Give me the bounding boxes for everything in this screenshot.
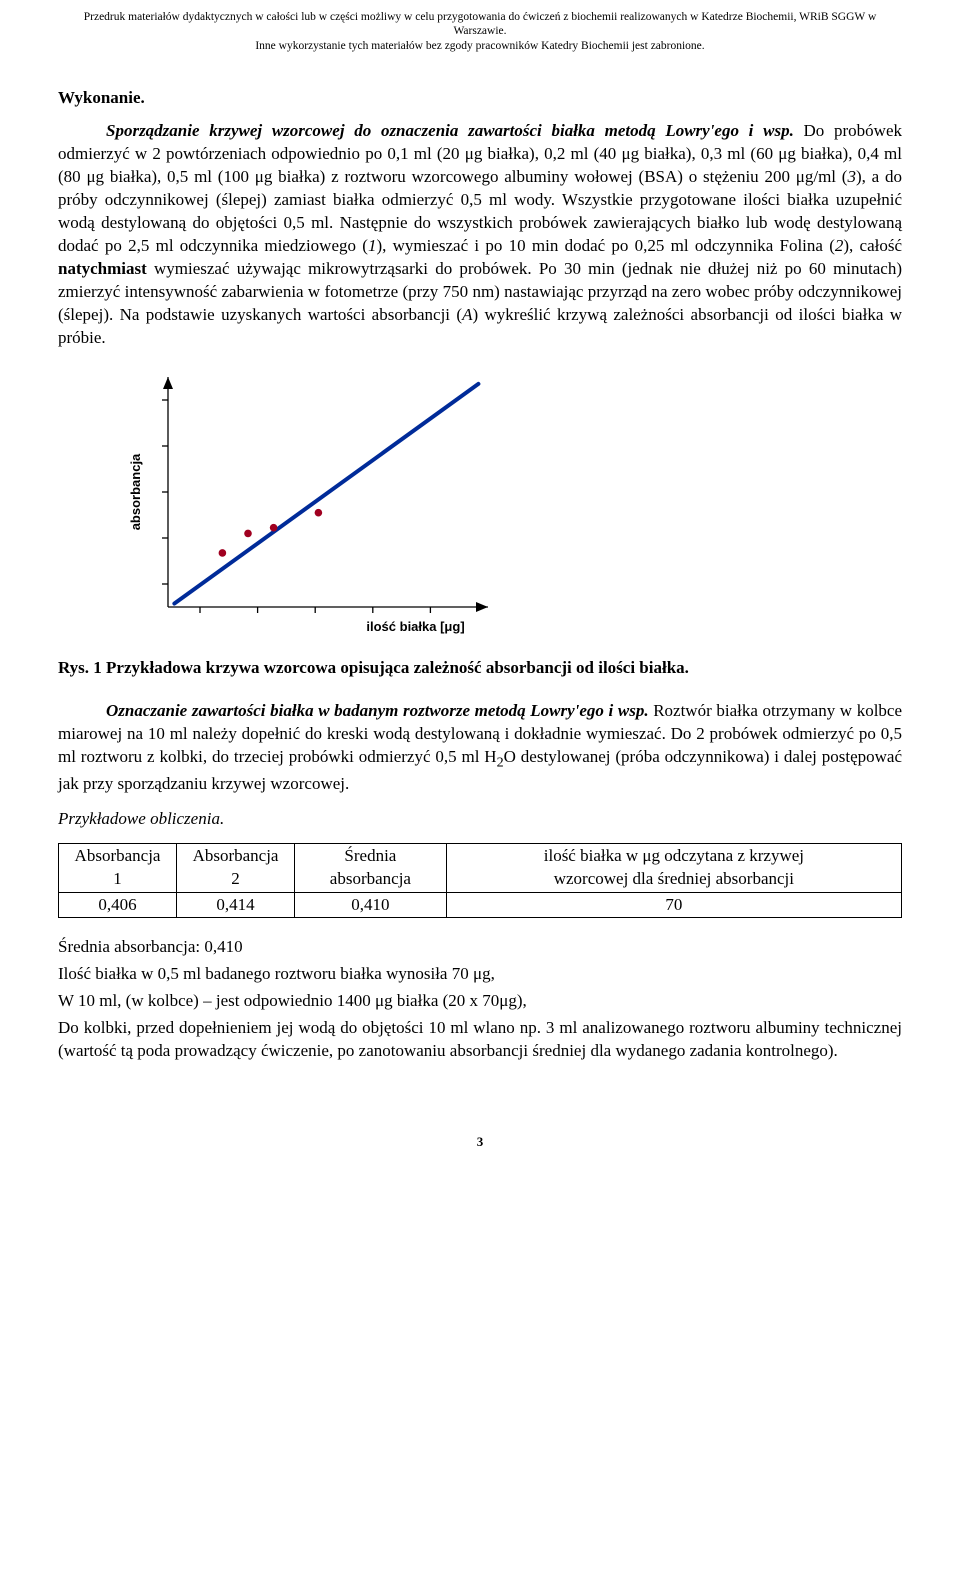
para1-text-d: ), całość (843, 236, 902, 255)
header-notice: Przedruk materiałów dydaktycznych w cało… (58, 10, 902, 53)
ref-3: 3 (847, 167, 856, 186)
calc-heading: Przykładowe obliczenia. (58, 808, 902, 831)
chart-svg: absorbancja ilość białka [μg] (118, 367, 518, 647)
chart-ylabel: absorbancja (128, 453, 143, 530)
paragraph-2: Oznaczanie zawartości białka w badanym r… (58, 700, 902, 795)
results-table: Absorbancja 1 Absorbancja 2 Średnia abso… (58, 843, 902, 919)
para2-lead: Oznaczanie zawartości białka w badanym r… (106, 701, 649, 720)
table-header-row: Absorbancja 1 Absorbancja 2 Średnia abso… (59, 843, 902, 892)
col-protein: ilość białka w μg odczytana z krzywej wz… (446, 843, 901, 892)
col-abs2: Absorbancja 2 (177, 843, 295, 892)
table-row: 0,406 0,414 0,410 70 (59, 892, 902, 918)
col-abs-mean: Średnia absorbancja (295, 843, 447, 892)
tail-block: Średnia absorbancja: 0,410 Ilość białka … (58, 936, 902, 1063)
tail-line-2: Ilość białka w 0,5 ml badanego roztworu … (58, 963, 902, 986)
chart-xlabel: ilość białka [μg] (366, 619, 464, 634)
calibration-chart: absorbancja ilość białka [μg] (118, 367, 902, 647)
page-number: 3 (58, 1133, 902, 1151)
figure-caption: Rys. 1 Przykładowa krzywa wzorcowa opisu… (58, 657, 902, 680)
h2o-subscript: 2 (497, 755, 504, 771)
header-line2: Inne wykorzystanie tych materiałów bez z… (255, 40, 704, 52)
para1-lead: Sporządzanie krzywej wzorcowej do oznacz… (106, 121, 794, 140)
cell-protein: 70 (446, 892, 901, 918)
para1-emph-natychmiast: natychmiast (58, 259, 147, 278)
cell-abs-mean: 0,410 (295, 892, 447, 918)
cell-abs1: 0,406 (59, 892, 177, 918)
paragraph-1: Sporządzanie krzywej wzorcowej do oznacz… (58, 120, 902, 349)
col-abs1: Absorbancja 1 (59, 843, 177, 892)
tail-line-3: W 10 ml, (w kolbce) – jest odpowiednio 1… (58, 990, 902, 1013)
section-heading-wykonanie: Wykonanie. (58, 87, 902, 110)
cell-abs2: 0,414 (177, 892, 295, 918)
header-line1: Przedruk materiałów dydaktycznych w cało… (84, 11, 877, 37)
tail-line-1: Średnia absorbancja: 0,410 (58, 936, 902, 959)
para1-text-c: ), wymieszać i po 10 min dodać po 0,25 m… (376, 236, 834, 255)
ref-A: A (462, 305, 472, 324)
tail-line-4: Do kolbki, przed dopełnieniem jej wodą d… (58, 1017, 902, 1063)
